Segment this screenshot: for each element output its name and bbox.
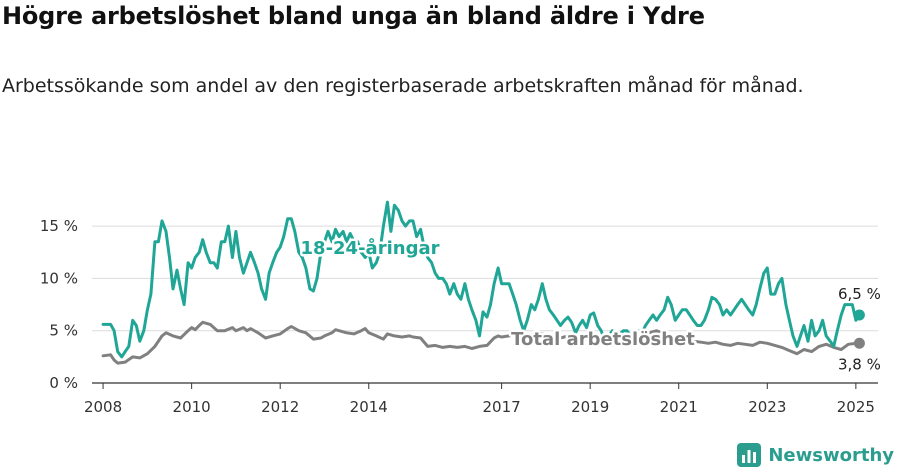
total-endpoint xyxy=(853,337,865,349)
bar-chart-logo-icon xyxy=(737,443,762,467)
youth-end-value-label: 6,5 % xyxy=(838,285,881,303)
youth-endpoint xyxy=(853,309,865,321)
x-tick-label: 2021 xyxy=(660,398,698,416)
y-tick-label: 5 % xyxy=(49,322,78,340)
page-subtitle: Arbetssökande som andel av den registerb… xyxy=(2,75,804,97)
page-title: Högre arbetslöshet bland unga än bland ä… xyxy=(2,2,705,30)
youth-series-label: 18-24-åringar xyxy=(301,237,440,259)
x-axis: 2008 2010 2012 2014 2017 2019 2021 2023 2025 xyxy=(84,383,875,416)
total-series-line xyxy=(101,320,861,365)
brand-name: Newsworthy xyxy=(768,444,894,466)
y-tick-label: 0 % xyxy=(49,374,78,392)
x-tick-label: 2012 xyxy=(261,398,299,416)
youth-series-line xyxy=(101,200,861,359)
y-tick-label: 15 % xyxy=(40,217,78,235)
x-tick-label: 2019 xyxy=(571,398,609,416)
total-series-label: Total arbetslöshet xyxy=(511,329,695,350)
series-lines xyxy=(101,200,865,365)
y-tick-label: 10 % xyxy=(40,269,78,287)
series-labels: 18-24-åringar Total arbetslöshet 6,5 % 3,8 … xyxy=(298,235,883,376)
y-axis: 0 % 5 % 10 % 15 % xyxy=(40,217,78,392)
x-tick-label: 2008 xyxy=(84,398,122,416)
x-tick-label: 2025 xyxy=(837,398,875,416)
x-tick-label: 2014 xyxy=(350,398,388,416)
grid-lines xyxy=(92,225,878,384)
x-tick-label: 2023 xyxy=(748,398,786,416)
total-end-value-label: 3,8 % xyxy=(838,355,881,373)
x-tick-label: 2017 xyxy=(483,398,521,416)
brand-logo: Newsworthy xyxy=(736,442,894,468)
x-tick-label: 2010 xyxy=(173,398,211,416)
